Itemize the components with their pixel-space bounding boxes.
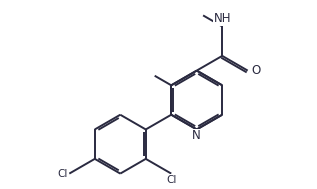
Text: Cl: Cl (57, 169, 68, 179)
Text: O: O (251, 64, 261, 77)
Text: Cl: Cl (166, 175, 177, 185)
Text: N: N (192, 129, 201, 143)
Text: NH: NH (213, 12, 231, 25)
